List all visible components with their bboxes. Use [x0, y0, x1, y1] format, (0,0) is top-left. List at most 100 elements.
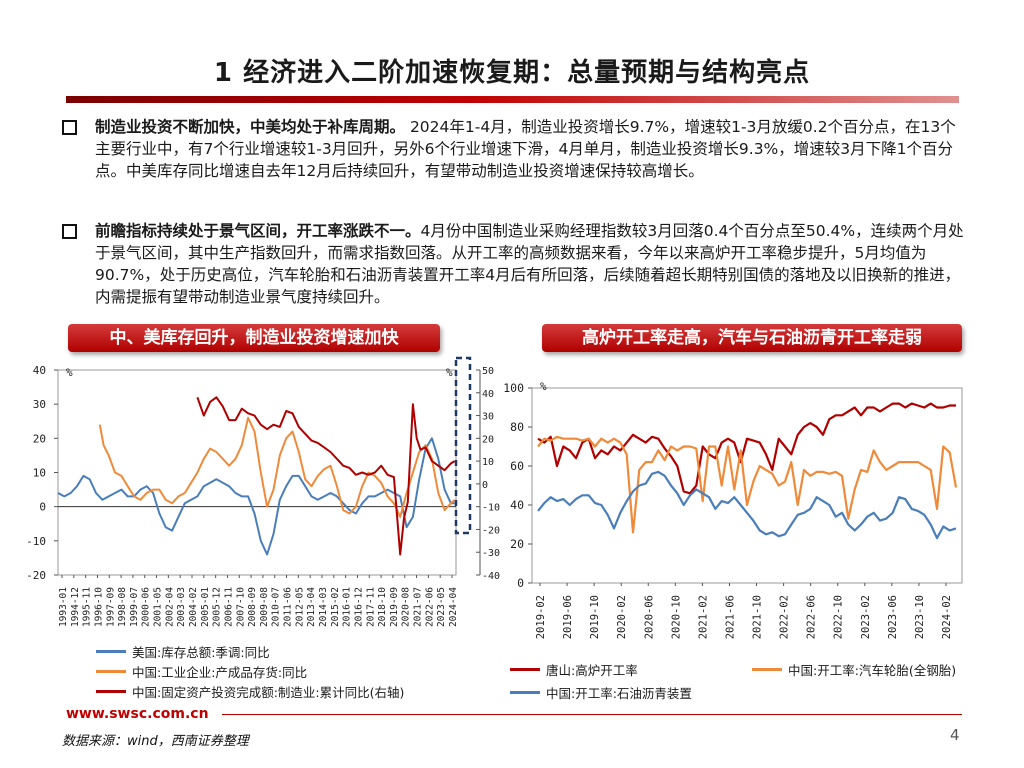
bullet-body: 2024年1-4月，制造业投资增长9.7%，增速较1-3月放缓0.2个百分点，在…	[95, 118, 956, 180]
left-x-tick-label: 2001-05	[153, 587, 164, 627]
left-axis-unit: %	[66, 366, 73, 379]
right-series-line-0	[537, 402, 956, 495]
left-y-tick-label: -10	[26, 535, 46, 548]
bullet-box-icon	[62, 224, 77, 239]
right-chart-x-tick-label: 2021-10	[752, 595, 764, 639]
legend-blast-furnace: 唐山:高炉开工率	[510, 660, 638, 679]
right-chart-x-tick-label: 2022-06	[806, 595, 818, 639]
left-x-tick-label: 2016-12	[353, 587, 364, 627]
right-chart-y-tick-label: 80	[510, 420, 524, 434]
right-chart-x-tick-label: 2019-10	[589, 595, 601, 639]
legend-us-inventory: 美国:库存总额:季调:同比	[96, 642, 270, 661]
right-chart-x-tick-label: 2019-02	[535, 595, 547, 639]
bullet-lead: 前瞻指标持续处于景气区间，开工率涨跌不一。	[95, 222, 421, 240]
right-chart-unit: %	[540, 380, 547, 393]
bullet-manufacturing-investment: 制造业投资不断加快，中美均处于补库周期。 2024年1-4月，制造业投资增长9.…	[62, 116, 967, 182]
legend-swatch	[96, 690, 126, 693]
right-chart-y-tick-label: 100	[503, 381, 524, 395]
left-x-tick-label: 2010-07	[271, 587, 282, 627]
left-x-tick-label: 2007-10	[235, 587, 246, 627]
left-x-tick-label: 2000-06	[141, 587, 152, 627]
right-series-line-1	[537, 435, 958, 534]
right-y-tick-label: 20	[482, 434, 494, 445]
right-y-tick-label: -20	[482, 525, 500, 536]
right-y-tick-label: 10	[482, 457, 494, 468]
left-x-tick-label: 2015-02	[330, 587, 341, 627]
left-y-tick-label: 10	[33, 467, 46, 480]
left-y-tick-label: 40	[33, 364, 46, 377]
right-chart-x-tick-label: 2023-10	[914, 595, 926, 639]
left-y-tick-label: 20	[33, 432, 46, 445]
legend-cn-inventory: 中国:工业企业:产成品存货:同比	[96, 662, 307, 681]
right-chart-x-tick-label: 2022-02	[779, 595, 791, 639]
legend-label: 中国:开工率:石油沥青装置	[546, 686, 692, 701]
legend-swatch	[752, 668, 782, 671]
bullet-leading-indicators: 前瞻指标持续处于景气区间，开工率涨跌不一。4月份中国制造业采购经理指数较3月回落…	[62, 220, 967, 308]
legend-label: 中国:开工率:汽车轮胎(全钢胎)	[788, 663, 957, 678]
bullet-body: 4月份中国制造业采购经理指数较3月回落0.4个百分点至50.4%，连续两个月处于…	[95, 222, 964, 306]
right-y-tick-label: 30	[482, 412, 494, 423]
left-y-tick-label: 0	[39, 501, 46, 514]
left-x-tick-label: 2005-01	[200, 587, 211, 627]
left-x-tick-label: 2023-05	[436, 587, 447, 627]
left-y-tick-label: 30	[33, 398, 46, 411]
left-x-tick-label: 2009-08	[259, 587, 270, 627]
left-x-tick-label: 2017-11	[365, 587, 376, 627]
left-series-line-0	[57, 437, 455, 556]
right-chart-x-tick-label: 2021-06	[724, 595, 736, 639]
right-chart-x-tick-label: 2023-02	[860, 595, 872, 639]
left-x-tick-label: 1997-09	[105, 587, 116, 627]
legend-swatch	[96, 670, 126, 673]
left-x-tick-label: 1993-01	[58, 587, 69, 627]
right-chart-y-tick-label: 20	[510, 537, 524, 551]
left-x-tick-label: 2019-09	[389, 587, 400, 627]
left-plot-frame	[57, 369, 457, 576]
left-x-tick-label: 1999-07	[129, 587, 140, 627]
title-underline	[66, 96, 959, 103]
left-x-tick-label: 1995-11	[82, 587, 93, 627]
right-y-tick-label: -30	[482, 548, 500, 559]
page-number: 4	[950, 726, 960, 744]
left-x-tick-label: 2002-04	[164, 587, 175, 627]
left-x-tick-label: 2005-12	[212, 587, 223, 627]
footer-divider	[222, 714, 962, 715]
left-x-tick-label: 2022-06	[424, 587, 435, 627]
legend-label: 中国:工业企业:产成品存货:同比	[132, 665, 308, 680]
right-y-tick-label: 40	[482, 389, 494, 400]
footer-url[interactable]: www.swsc.com.cn	[66, 706, 209, 722]
legend-asphalt: 中国:开工率:石油沥青装置	[510, 683, 692, 702]
left-chart-title: 中、美库存回升，制造业投资增速加快	[68, 324, 440, 352]
right-chart-x-tick-label: 2024-02	[941, 595, 953, 639]
highlight-dashed-box	[454, 356, 472, 535]
left-x-tick-label: 2021-07	[413, 587, 424, 627]
left-x-tick-label: 2006-11	[223, 587, 234, 627]
right-y-tick-label: -40	[482, 571, 500, 582]
right-y-tick-label: 50	[482, 366, 494, 377]
right-chart-x-tick-label: 2020-10	[670, 595, 682, 639]
right-chart-x-tick-label: 2020-06	[643, 595, 655, 639]
left-x-tick-label: 2014-03	[318, 587, 329, 627]
legend-label: 唐山:高炉开工率	[546, 663, 638, 678]
left-x-tick-label: 2013-04	[306, 587, 317, 627]
left-x-tick-label: 2020-08	[401, 587, 412, 627]
right-chart-x-tick-label: 2019-06	[562, 595, 574, 639]
right-axis-unit: %	[446, 366, 453, 379]
right-chart-x-tick-label: 2022-10	[833, 595, 845, 639]
right-chart-x-tick-label: 2021-02	[697, 595, 709, 639]
left-x-tick-label: 2024-04	[448, 587, 459, 627]
left-x-tick-label: 2008-09	[247, 587, 258, 627]
right-chart-y-tick-label: 40	[510, 498, 524, 512]
legend-cn-fai: 中国:固定资产投资完成额:制造业:累计同比(右轴)	[96, 682, 404, 701]
bullet-lead: 制造业投资不断加快，中美均处于补库周期。	[95, 118, 406, 136]
right-chart-x-tick-label: 2023-06	[887, 595, 899, 639]
right-y-tick-label: 0	[482, 480, 488, 491]
right-chart-y-tick-label: 60	[510, 459, 524, 473]
legend-swatch	[510, 668, 540, 671]
left-x-tick-label: 2011-06	[283, 587, 294, 627]
left-x-tick-label: 2016-01	[342, 587, 353, 627]
bullet-box-icon	[62, 120, 77, 135]
right-y-tick-label: -10	[482, 503, 500, 514]
left-y-tick-label: -20	[26, 569, 46, 582]
right-chart-x-tick-label: 2020-02	[616, 595, 628, 639]
